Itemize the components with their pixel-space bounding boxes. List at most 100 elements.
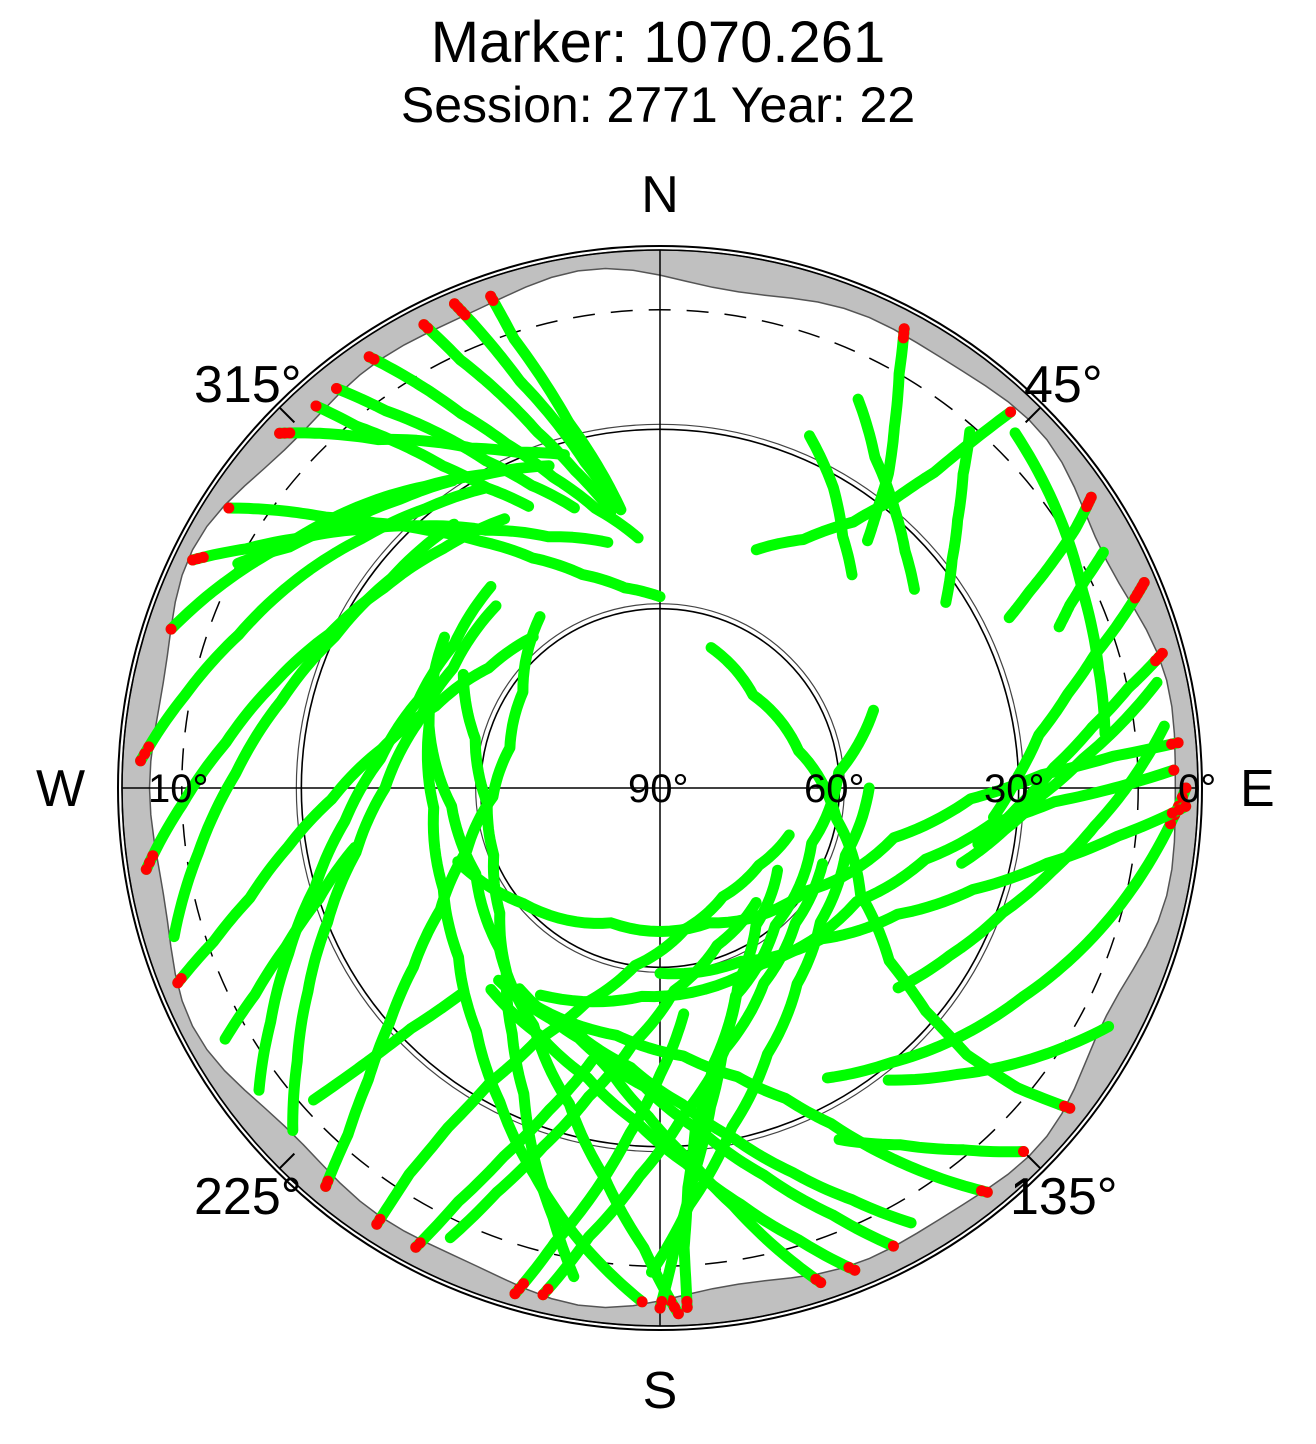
satellite-track-55 [485, 290, 627, 516]
chart-subtitle: Session: 2771 Year: 22 [401, 77, 915, 133]
low-elevation-point [487, 295, 499, 306]
satellite-track-51 [331, 383, 580, 514]
track-line [988, 577, 1150, 823]
elevation-30-label: 30° [984, 767, 1045, 811]
satellite-track-18 [705, 642, 1076, 1114]
elevation-cutoff-label: 10° [148, 767, 209, 811]
track-line [418, 319, 617, 517]
east-label: E [1240, 760, 1275, 818]
elevation-90-label: 90° [628, 767, 689, 811]
satellite-track-6 [940, 426, 976, 608]
satellite-track-54 [449, 298, 621, 511]
azimuth-tick-135 [1024, 1152, 1042, 1170]
low-elevation-point [976, 1185, 987, 1197]
track-line [423, 720, 684, 1320]
satellite-track-39 [253, 581, 497, 1096]
track-line [371, 829, 795, 1230]
low-elevation-point [165, 623, 177, 635]
low-elevation-point [368, 353, 380, 365]
track-line [646, 782, 875, 1278]
axis-labels: N S E W 45° 135° 225° 315° 0° 30° 60° 90… [36, 166, 1275, 1420]
satellite-track-14 [534, 764, 1180, 1008]
track-line [1003, 491, 1097, 624]
satellite-track-28 [646, 782, 875, 1278]
track-line [852, 393, 920, 595]
low-elevation-point [143, 741, 155, 753]
north-label: N [641, 166, 679, 224]
satellite-track-33 [444, 897, 762, 1244]
satellite-track-38 [308, 988, 467, 1106]
low-elevation-point [374, 1213, 386, 1225]
track-line [534, 764, 1180, 1008]
low-elevation-point [681, 1295, 693, 1307]
satellite-track-40 [219, 841, 361, 1045]
track-line [363, 351, 644, 544]
west-label: W [36, 760, 85, 818]
track-line [172, 631, 539, 989]
satellite-track-2 [852, 393, 920, 595]
track-line [140, 513, 511, 875]
satellite-track-52 [363, 351, 644, 544]
track-line [537, 858, 828, 1301]
low-elevation-point [1150, 655, 1162, 667]
satellite-tracks [135, 290, 1192, 1320]
chart-title: Marker: 1070.261 [431, 10, 886, 75]
azimuth-45-label: 45° [1024, 356, 1103, 414]
azimuth-tick-225 [278, 1152, 296, 1170]
low-elevation-point [656, 1296, 668, 1307]
track-line [956, 676, 1163, 869]
low-elevation-point [1005, 406, 1017, 418]
satellite-track-44 [135, 482, 493, 767]
low-elevation-point [1018, 1146, 1029, 1157]
track-line [308, 988, 467, 1106]
track-line [449, 298, 621, 511]
azimuth-tick-315 [278, 406, 296, 424]
low-elevation-point [843, 1261, 855, 1273]
low-elevation-point [1129, 592, 1141, 604]
low-elevation-point [518, 1278, 529, 1290]
low-elevation-point [810, 1273, 822, 1285]
satellite-track-41 [172, 631, 539, 989]
elevation-0-label: 0° [1178, 767, 1216, 811]
low-elevation-point [897, 332, 909, 344]
low-elevation-point [1180, 782, 1192, 794]
low-elevation-point [1176, 791, 1188, 803]
satellite-track-32 [509, 1008, 690, 1300]
satellite-track-36 [320, 611, 546, 1192]
track-line [444, 897, 762, 1244]
satellite-track-30 [457, 668, 580, 1283]
low-elevation-point [1168, 764, 1180, 776]
low-elevation-point [197, 551, 209, 563]
track-line [253, 581, 497, 1096]
track-line [320, 611, 546, 1192]
low-elevation-point [459, 309, 471, 321]
track-line [232, 475, 459, 569]
low-elevation-point [887, 1240, 899, 1252]
elevation-60-label: 60° [804, 767, 865, 811]
satellite-track-53 [418, 319, 617, 517]
low-elevation-point [414, 1237, 426, 1249]
low-elevation-point [284, 427, 296, 439]
low-elevation-point [331, 383, 342, 394]
satellite-track-7 [1003, 491, 1097, 624]
azimuth-tick-45 [1024, 406, 1042, 424]
low-elevation-point [542, 1283, 554, 1295]
low-elevation-point [636, 1296, 648, 1308]
low-elevation-point [1059, 1100, 1070, 1112]
track-line [223, 502, 666, 603]
horizon-outer-ring [117, 245, 1203, 1331]
track-line [1053, 546, 1109, 633]
azimuth-135-label: 135° [1010, 1168, 1118, 1226]
track-line [457, 668, 580, 1283]
low-elevation-point [147, 850, 159, 862]
low-elevation-point [1166, 738, 1178, 750]
satellite-track-31 [537, 858, 828, 1301]
south-label: S [643, 1362, 678, 1420]
track-line [509, 1008, 690, 1300]
low-elevation-point [310, 400, 322, 412]
low-elevation-point [223, 502, 235, 514]
track-line [165, 460, 555, 635]
satellite-track-43 [140, 513, 511, 875]
track-line [485, 290, 627, 516]
